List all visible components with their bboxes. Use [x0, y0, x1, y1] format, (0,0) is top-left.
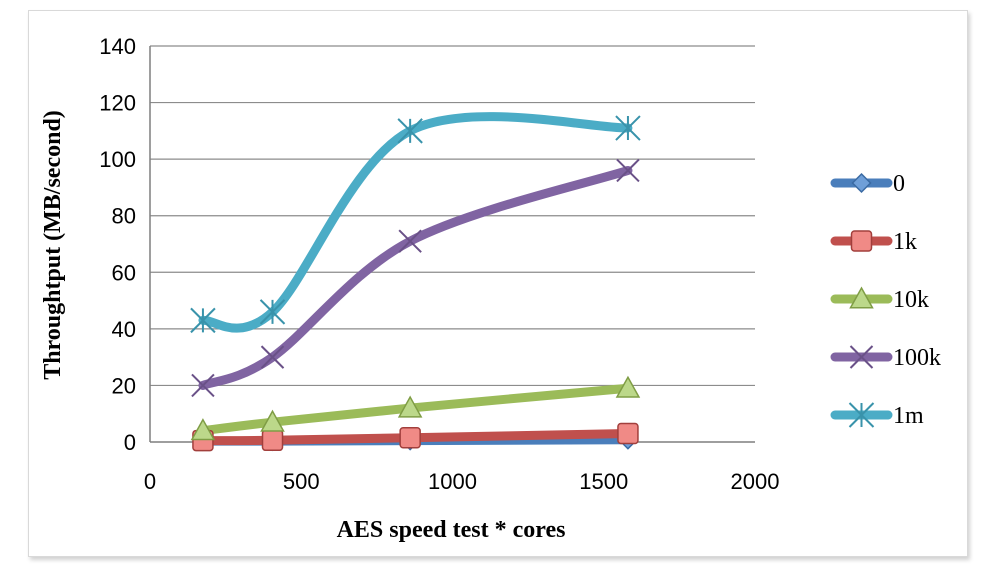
legend-marker-0: [851, 172, 872, 194]
legend-label-10k: 10k: [893, 287, 929, 313]
legend: 0 1k 10k 100k 1m: [830, 171, 941, 429]
data-point-1m: [615, 115, 641, 141]
y-tick-label: 20: [112, 373, 136, 398]
series-markers: [190, 115, 641, 452]
x-tick-label: 0: [144, 469, 156, 494]
grid-lines: [150, 45, 755, 387]
y-tick-label: 40: [112, 317, 136, 342]
data-point-1k: [399, 427, 421, 449]
data-point-1k: [261, 429, 284, 452]
y-tick-label: 120: [99, 91, 136, 116]
legend-marker-1m: [848, 402, 875, 428]
data-point-100k: [191, 373, 215, 398]
data-point-1m: [190, 307, 216, 334]
x-tick-label: 1000: [428, 469, 477, 494]
data-point-1m: [259, 299, 286, 325]
legend-label-0: 0: [893, 171, 905, 197]
legend-marker-1k: [850, 230, 873, 252]
data-point-100k: [616, 158, 640, 183]
legend-label-1m: 1m: [893, 403, 924, 429]
y-tick-label: 0: [124, 430, 136, 455]
y-tick-label: 60: [112, 260, 136, 285]
series-line-1m: [198, 112, 633, 333]
series-line-1k: [198, 429, 633, 446]
y-tick-label: 140: [99, 34, 136, 59]
legend-label-1k: 1k: [893, 229, 917, 255]
legend-label-100k: 100k: [893, 345, 941, 371]
series-line-10k: [198, 383, 633, 436]
chart-frame: [28, 10, 968, 557]
y-tick-label: 80: [112, 204, 136, 229]
data-point-10k: [190, 418, 216, 441]
data-point-100k: [398, 229, 422, 253]
x-tick-label: 500: [283, 469, 320, 494]
legend-marker-10k: [849, 286, 874, 309]
data-point-10k: [397, 395, 423, 418]
legend-marker-100k: [849, 345, 874, 369]
y-axis-title: Throughtput (MB/second): [40, 110, 66, 380]
axes: 0 20 40 60 80 100 120 140 0 500 1000 1500 2000: [99, 34, 779, 494]
data-point-10k: [260, 409, 285, 432]
data-point-1k: [617, 422, 639, 445]
y-tick-label: 100: [99, 147, 136, 172]
x-tick-label: 2000: [731, 469, 780, 494]
series-line-100k: [198, 165, 633, 390]
series-lines: [198, 112, 633, 446]
x-tick-label: 1500: [579, 469, 628, 494]
data-point-100k: [260, 345, 285, 369]
data-point-10k: [615, 375, 641, 398]
x-axis-title: AES speed test * cores: [337, 517, 566, 543]
data-point-1m: [397, 118, 423, 144]
